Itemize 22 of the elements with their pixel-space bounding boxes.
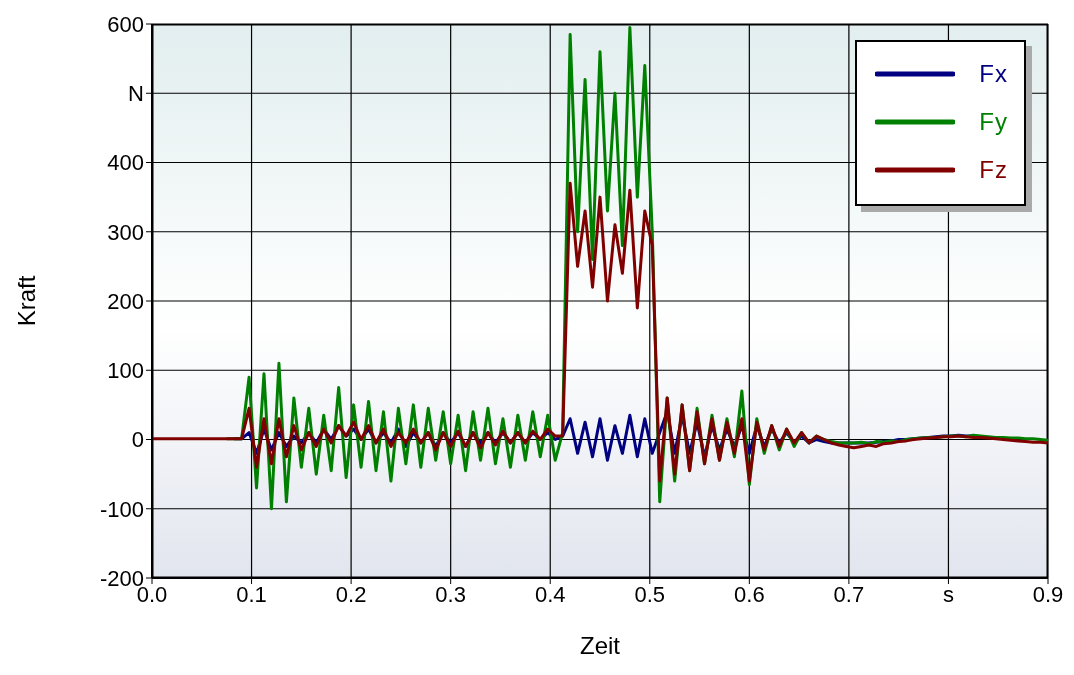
x-tick-label: 0.4 [534, 581, 566, 607]
x-tick-label: 0.2 [335, 581, 367, 607]
legend-label: Fy [979, 108, 1008, 136]
y-tick-label: 400 [107, 150, 144, 176]
y-axis-title: Kraft [12, 275, 40, 327]
legend-label: Fx [979, 60, 1008, 88]
x-tick-label: 0.3 [435, 581, 466, 607]
y-tick-label: -100 [99, 496, 144, 522]
x-tick-label: 0.5 [634, 581, 666, 607]
legend-label: Fz [979, 156, 1008, 184]
y-tick-label: 600 [107, 11, 144, 37]
x-tick-label: 0.9 [1032, 581, 1064, 607]
y-tick-label: 300 [107, 219, 144, 245]
x-axis-title: Zeit [579, 632, 621, 659]
x-tick-label: 0.6 [734, 581, 765, 607]
y-tick-label: 200 [107, 288, 144, 314]
y-tick-label: 0 [131, 427, 144, 453]
x-tick-label: 0.7 [833, 581, 865, 607]
y-tick-label: 100 [107, 358, 144, 384]
x-tick-label: 0.1 [236, 581, 267, 607]
y-tick-label: N [128, 81, 144, 107]
x-tick-label: s [942, 581, 954, 607]
